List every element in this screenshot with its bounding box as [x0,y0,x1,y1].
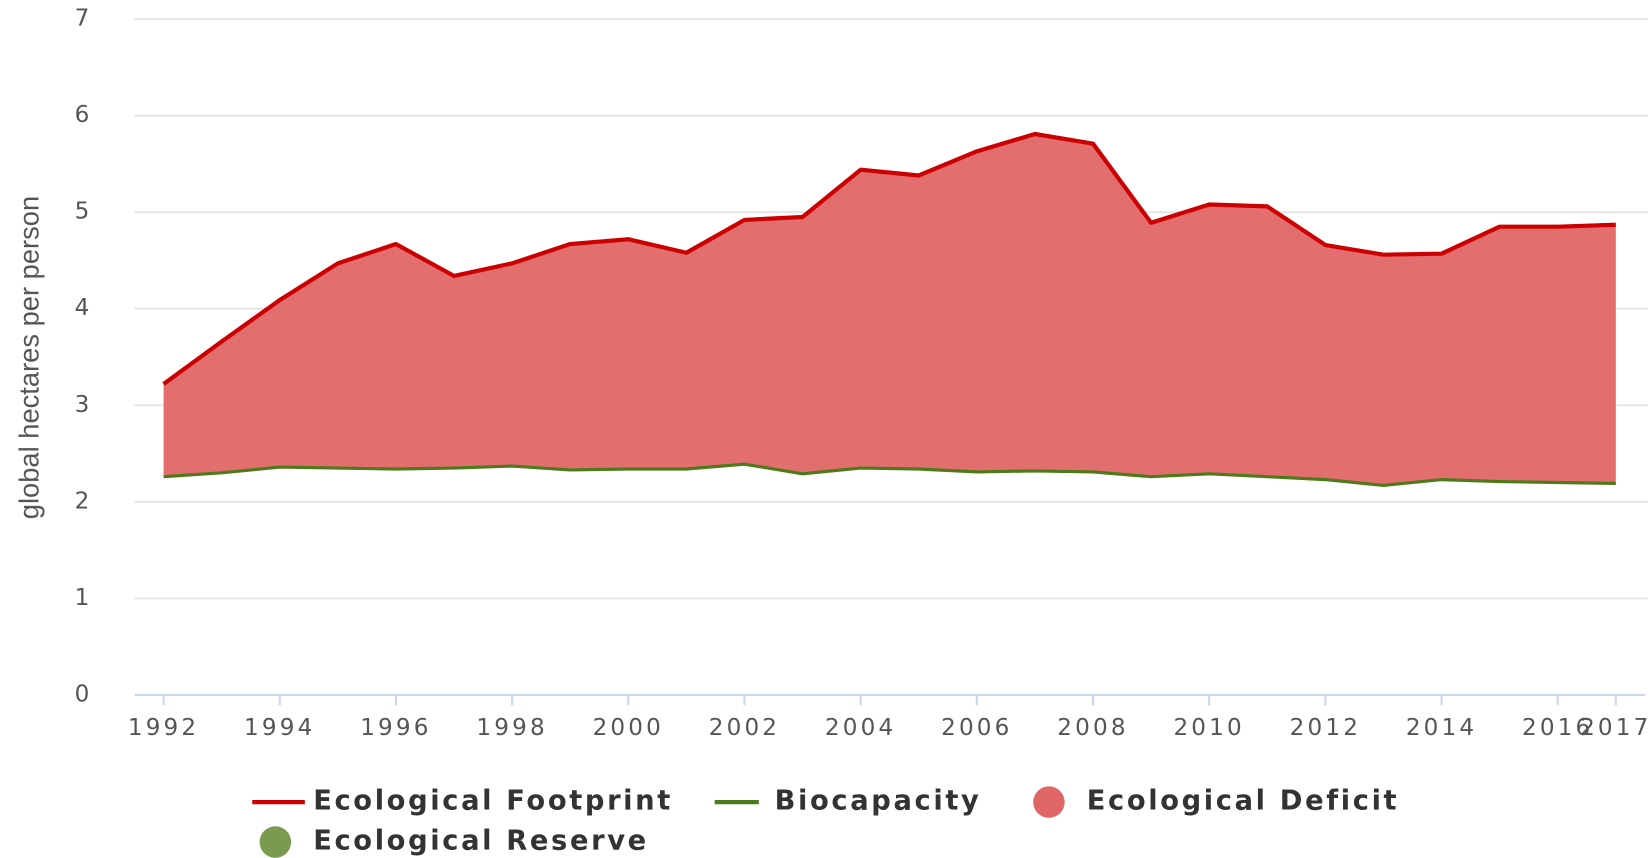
x-tick-label: 2006 [941,715,1012,741]
legend-symbol [259,826,292,858]
y-tick-label: 5 [75,199,93,225]
legend-symbol [1033,786,1065,818]
x-tick-label: 2000 [593,715,664,741]
x-tick-label: 2017 [1580,715,1648,741]
y-tick-label: 4 [75,295,93,321]
x-tick-label: 2016 [1522,715,1593,741]
legend-label: Ecological Footprint [313,786,673,817]
x-tick-label: 2008 [1057,715,1128,741]
y-tick-label: 3 [75,392,93,418]
y-axis-label: global hectares per person [14,196,45,519]
series-line [162,131,1616,386]
x-tick-label: 1994 [244,715,315,741]
series-line [163,462,1616,487]
x-tick-label: 2004 [825,715,896,741]
y-tick-label: 6 [75,102,93,128]
x-tick-label: 2012 [1290,715,1361,741]
legend-label: Biocapacity [775,786,982,817]
x-tick-label: 2014 [1406,715,1477,741]
x-tick-label: 1992 [128,715,199,741]
x-tick-label: 1996 [360,715,431,741]
y-tick-label: 0 [75,681,93,707]
legend-label: Ecological Reserve [313,826,649,857]
legend-label: Ecological Deficit [1087,786,1400,817]
x-tick-label: 2002 [709,715,780,741]
deficit-area [163,133,1616,486]
x-tick-label: 2010 [1173,715,1244,741]
x-tick-label: 1998 [476,715,547,741]
y-tick-label: 2 [75,488,93,514]
y-tick-label: 7 [75,6,93,32]
y-tick-label: 1 [75,585,93,611]
